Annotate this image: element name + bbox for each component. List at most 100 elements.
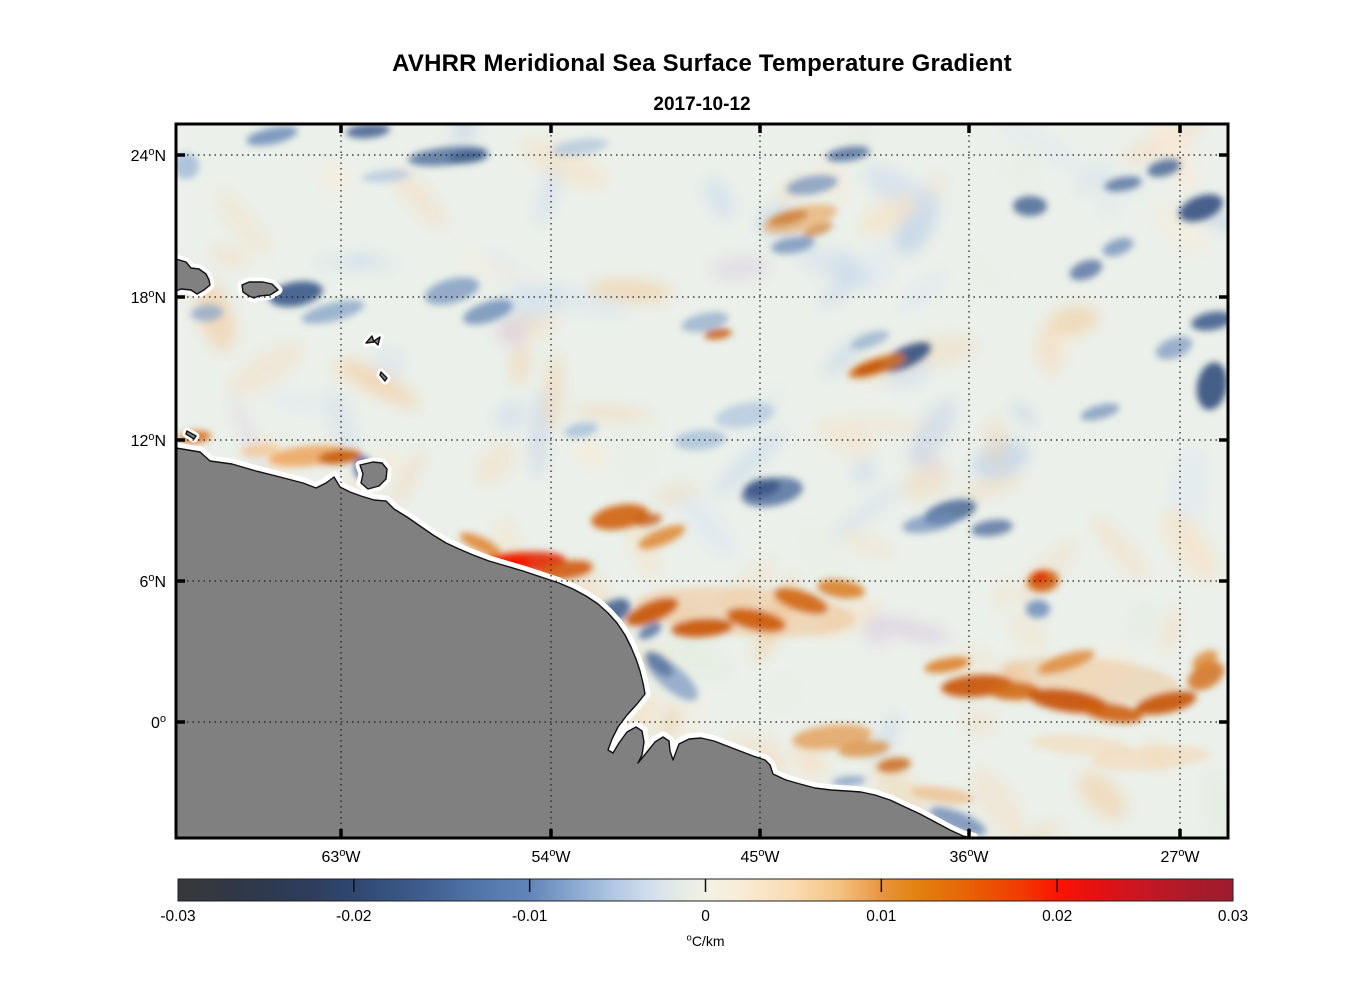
sea-feature-blob [826,146,870,162]
sea-noise-blob [521,139,607,189]
sea-feature-layer [176,124,1228,835]
sea-noise-blob [923,172,946,203]
tick-mark-left [176,438,185,442]
sea-noise-blob [994,578,1012,610]
sea-feature-blob [671,618,733,638]
sea-feature-blob [625,598,679,626]
sea-feature-blob [971,519,1013,537]
sea-feature-blob [877,757,911,773]
colorbar-tick-label: -0.01 [512,908,547,925]
colorbar-tick-label: 0.02 [1042,908,1072,925]
sea-feature-blob [1155,336,1193,360]
tick-mark-right [1219,720,1228,724]
sea-noise-blob [321,162,349,194]
sea-feature-blob [564,422,598,438]
colorbar-unit-label: oC/km [687,933,725,949]
colorbar-tick-label: 0 [701,908,710,925]
sea-noise-blob [862,621,889,647]
sea-noise-blob [228,341,304,397]
land-region-martinique [379,371,388,382]
sea-noise-blob [662,640,733,680]
sea-noise-blob [496,322,529,346]
sea-noise-blob [792,740,828,779]
sea-feature-blob [424,277,480,305]
sea-noise-blob [270,392,329,414]
sea-noise-blob [312,256,402,269]
chart-date-subtitle: 2017-10-12 [653,94,751,115]
sea-noise-blob [972,767,1024,838]
sea-noise-blob [1150,124,1197,192]
lon-tick-label: 54oW [532,847,572,866]
lon-tick-label: 36oW [950,847,990,866]
sea-feature-blob [704,328,732,340]
sea-feature-blob [176,153,199,179]
tick-mark-left [176,295,185,299]
sea-feature-blob [1135,691,1197,715]
sea-noise-blob [509,343,531,385]
sea-feature-blob [1102,237,1134,257]
tick-mark-right [1219,153,1228,157]
sea-noise-blob [1163,509,1218,581]
chart-title: AVHRR Meridional Sea Surface Temperature… [392,50,1012,77]
sea-feature-blob [771,236,815,254]
lat-tick-label: 6oN [139,572,166,591]
lon-tick-label: 27oW [1161,847,1201,866]
sea-noise-blob [392,450,424,505]
sea-noise-blob [839,529,895,560]
sea-feature-blob [1030,734,1130,756]
sea-noise-blob [983,416,1009,468]
land-region-main [176,447,974,838]
sea-feature-blob [681,311,729,333]
sea-noise-blob [964,258,1006,289]
sea-noise-blob [902,463,950,500]
sea-feature-blob [463,299,513,325]
sea-feature-blob [802,222,834,238]
sea-noise-blob [713,430,785,497]
sea-feature-blob [924,657,970,673]
sea-noise-blob [765,677,798,710]
sea-noise-blob [830,250,861,286]
sea-feature-blob [552,138,608,156]
sea-noise-blob [493,286,566,323]
sea-feature-blob [1037,650,1095,674]
sea-feature-blob [644,651,674,677]
sea-feature-blob [1147,159,1181,177]
sea-noise-blob [1078,771,1127,820]
lon-tick-label: 45oW [741,847,781,866]
land-region-hispaniola [176,258,211,295]
land-region-grenada [185,430,197,440]
sea-feature-blob [1069,259,1103,281]
sea-noise-blob [231,396,268,481]
tick-mark-right [1219,295,1228,299]
sea-noise-blob [659,704,681,740]
sea-feature-blob [988,682,1040,700]
lat-tick-label: 24oN [131,146,166,165]
sea-feature-blob [346,124,390,139]
sea-noise-blob [1015,821,1062,838]
sea-noise-blob [866,615,951,643]
sea-noise-blob [1009,612,1048,653]
sea-noise-blob [954,645,997,681]
sea-noise-blob [1152,201,1208,254]
sea-feature-blob [362,169,410,183]
land-region-trinidad [359,461,388,490]
sea-noise-blob [851,458,876,485]
sea-noise-blob [1205,770,1228,838]
sea-feature-blob [929,807,987,835]
sea-noise-blob [454,252,537,284]
tick-mark-top [967,124,971,133]
lat-tick-label: 12oN [131,431,166,450]
tick-mark-top [758,124,762,133]
lon-tick-label: 63oW [322,847,362,866]
sea-noise-blob [325,388,359,460]
sea-feature-blob [1104,176,1142,192]
sea-feature-blob [774,588,828,614]
map-field [176,124,1228,838]
sea-noise-blob [340,358,420,409]
tick-mark-left [176,153,185,157]
sea-noise-blob [830,484,904,540]
sea-feature-blob [269,281,323,307]
sea-noise-blob [898,269,947,313]
plot-border [174,122,1230,840]
